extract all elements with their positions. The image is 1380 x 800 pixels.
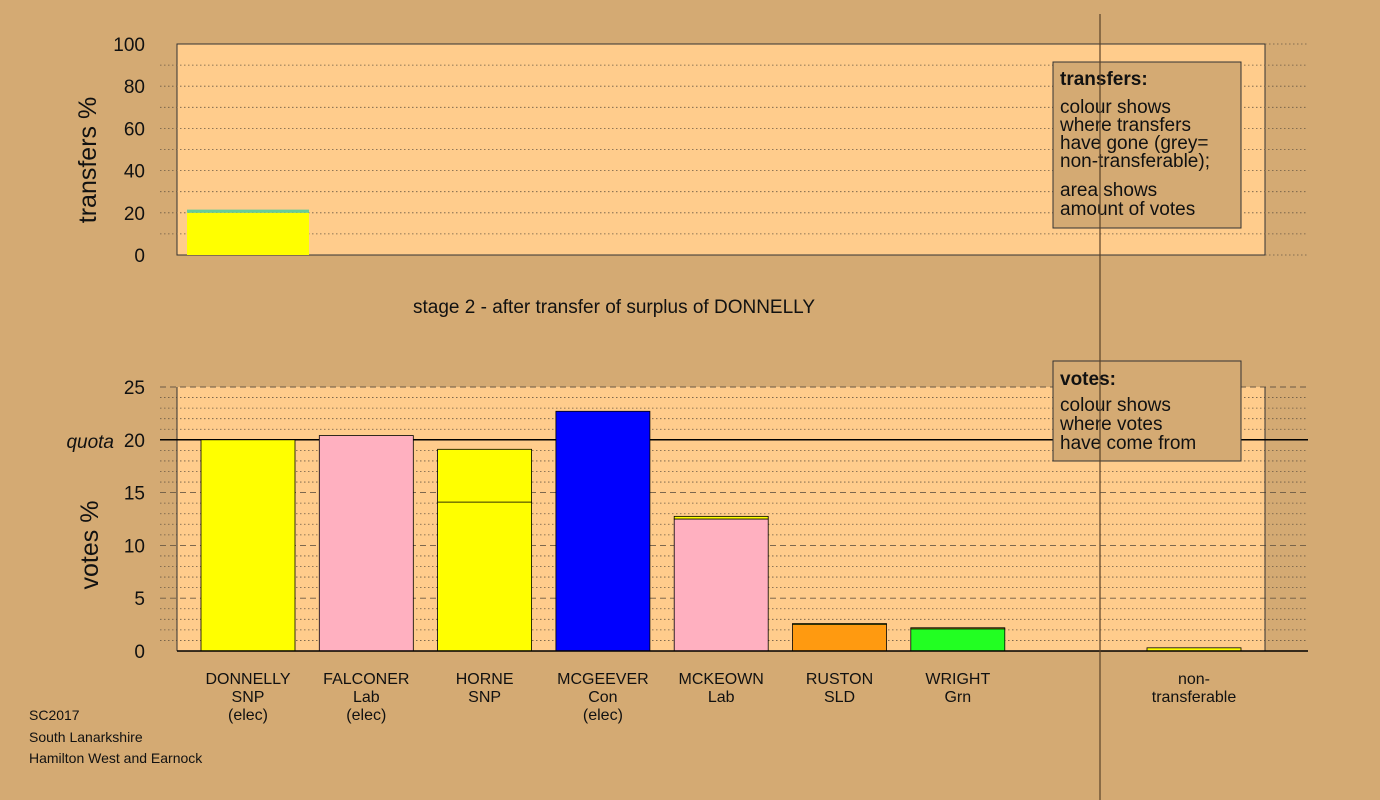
transfers-legend-line: colour shows <box>1060 97 1171 118</box>
candidate-label: MCKEOWN <box>679 671 764 688</box>
footer-line: Hamilton West and Earnock <box>29 750 203 766</box>
transfers-legend: transfers: colour shows where transfers … <box>1052 61 1242 229</box>
vote-bar-segment <box>673 515 769 520</box>
transfers-panel: 0 20 40 60 80 100 transfers % transfers: colo… <box>74 35 1308 267</box>
votes-y-ticks: 0 5 10 15 25 20 <box>124 378 145 663</box>
votes-y-tick-label: 15 <box>124 484 145 505</box>
footer-line: South Lanarkshire <box>29 729 143 745</box>
votes-y-tick-label: 25 <box>124 378 145 399</box>
votes-y-tick-label: 10 <box>124 536 145 557</box>
candidate-label: SLD <box>824 689 855 706</box>
votes-bars <box>200 410 1242 652</box>
vote-bar-segment <box>792 623 887 626</box>
transfer-bar-segment <box>187 209 309 213</box>
vote-bar-segment <box>792 624 887 652</box>
footer-line: SC2017 <box>29 707 80 723</box>
transfers-legend-line: where transfers <box>1059 115 1191 136</box>
candidate-label: RUSTON <box>806 671 873 688</box>
transfers-legend-box <box>1052 61 1242 229</box>
candidate-label: FALCONER <box>323 671 409 688</box>
transfers-legend-line: have gone (grey= <box>1060 133 1208 154</box>
transfers-y-tick-label: 100 <box>113 35 145 56</box>
transfer-bar-segment <box>187 212 309 255</box>
votes-legend-line: colour shows <box>1060 395 1171 416</box>
candidate-label: Con <box>588 689 617 706</box>
vote-bar-segment <box>437 448 533 503</box>
transfers-y-tick-label: 40 <box>124 162 145 183</box>
votes-legend-line: have come from <box>1060 433 1196 454</box>
nontransferable-label: transferable <box>1152 689 1237 706</box>
candidate-labels: DONNELLYSNP(elec)FALCONERLab(elec)HORNES… <box>205 671 1236 724</box>
transfers-legend-title: transfers: <box>1060 69 1148 90</box>
transfers-bars <box>187 209 309 255</box>
candidate-label: Grn <box>944 689 971 706</box>
transfers-y-ticks: 0 20 40 60 80 100 <box>113 35 145 267</box>
candidate-label: (elec) <box>228 707 268 724</box>
footer: SC2017 South Lanarkshire Hamilton West a… <box>29 707 203 766</box>
vote-bar-segment <box>200 439 296 652</box>
votes-y-axis-title: votes % <box>76 501 104 590</box>
transfers-y-tick-label: 80 <box>124 77 145 98</box>
transfers-legend-line: non-transferable); <box>1060 151 1210 172</box>
votes-legend: votes: colour shows where votes have com… <box>1052 360 1242 462</box>
votes-legend-box <box>1052 360 1242 462</box>
transfers-legend-line: amount of votes <box>1060 199 1195 220</box>
transfers-y-tick-label: 60 <box>124 119 145 140</box>
nontransferable-label: non- <box>1178 671 1210 688</box>
candidate-label: HORNE <box>456 671 514 688</box>
candidate-label: DONNELLY <box>205 671 290 688</box>
transfers-y-tick-label: 20 <box>124 204 145 225</box>
transfers-legend-line: area shows <box>1060 180 1157 201</box>
votes-y-tick-label: 0 <box>134 642 145 663</box>
candidate-label: SNP <box>468 689 501 706</box>
candidate-label: Lab <box>353 689 380 706</box>
votes-y-tick-label: 5 <box>134 589 145 610</box>
vote-bar-segment <box>910 627 1006 630</box>
votes-legend-title: votes: <box>1060 369 1116 390</box>
candidate-label: (elec) <box>346 707 386 724</box>
candidate-label: MCGEEVER <box>557 671 649 688</box>
vote-bar-segment <box>318 435 414 652</box>
candidate-label: Lab <box>708 689 735 706</box>
vote-bar-segment <box>437 501 533 652</box>
candidate-label: SNP <box>232 689 265 706</box>
quota-label: quota <box>66 432 114 453</box>
stage-caption: stage 2 - after transfer of surplus of D… <box>413 297 815 318</box>
transfers-y-tick-label: 0 <box>134 246 145 267</box>
candidate-label: (elec) <box>583 707 623 724</box>
transfers-y-axis-title: transfers % <box>74 97 102 223</box>
vote-bar-segment <box>673 518 769 652</box>
votes-legend-line: where votes <box>1059 414 1162 435</box>
vote-bar-segment <box>910 628 1006 652</box>
candidate-label: WRIGHT <box>925 671 990 688</box>
votes-y-tick-label: 20 <box>124 431 145 452</box>
vote-bar-segment <box>555 410 651 652</box>
